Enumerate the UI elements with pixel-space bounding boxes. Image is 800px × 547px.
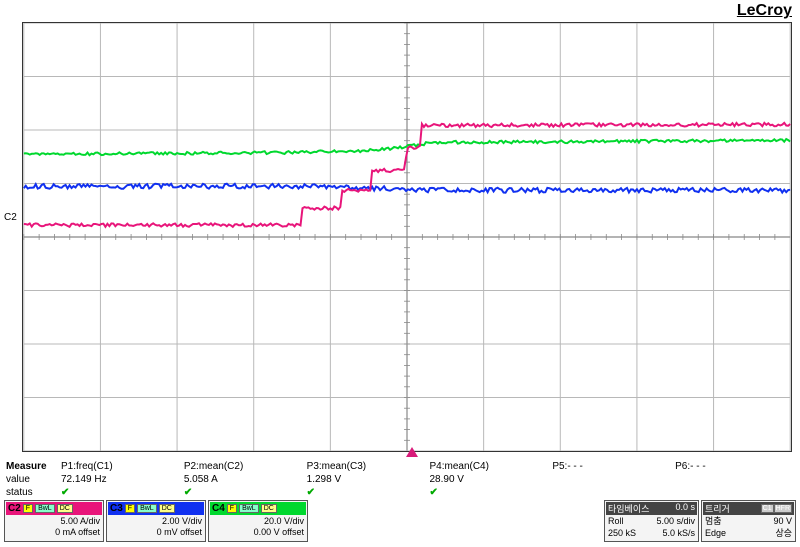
trigger-title: 트리거 [705,502,730,515]
brand-logo: LeCroy [737,2,792,20]
c4-label: C4 [212,503,225,514]
p4-value: 28.90 V [427,473,550,486]
p2-status: ✔ [182,486,305,499]
c3-offset: 0 mV offset [110,527,202,538]
timebase-mode: Roll [608,515,624,527]
p4-header: P4:mean(C4) [427,460,550,473]
p1-value: 72.149 Hz [59,473,182,486]
p2-header: P2:mean(C2) [182,460,305,473]
plot-svg [23,23,791,451]
p1-header: P1:freq(C1) [59,460,182,473]
trigger-slope: 상승 [775,527,792,539]
p3-header: P3:mean(C3) [305,460,428,473]
timebase-samples: 250 kS [608,527,636,539]
c3-label: C3 [110,503,123,514]
p6-header: P6:- - - [673,460,796,473]
p4-status: ✔ [427,486,550,499]
c2-scale: 5.00 A/div [8,516,100,527]
timebase-pos: 0.0 s [675,502,695,515]
waveform-plot [22,22,792,452]
bottom-bar: C2FBwLDC 5.00 A/div0 mA offset C3FBwLDC … [4,500,796,542]
channel-box-c4[interactable]: C4FBwLDC 20.0 V/div0.00 V offset [208,500,308,542]
p6-value [673,473,796,486]
p5-value [550,473,673,486]
trigger-marker-icon [406,447,418,457]
p1-status: ✔ [59,486,182,499]
c4-scale: 20.0 V/div [212,516,304,527]
timebase-rate: 5.0 kS/s [662,527,695,539]
channel-marker-c2: C2 [4,212,17,223]
channel-box-c3[interactable]: C3FBwLDC 2.00 V/div0 mV offset [106,500,206,542]
timebase-box[interactable]: 타임베이스 0.0 s Roll 5.00 s/div 250 kS 5.0 kS/s [604,500,699,542]
c3-scale: 2.00 V/div [110,516,202,527]
trigger-box[interactable]: 트리거C1HFR 멈춤90 V Edge상승 [701,500,796,542]
p2-value: 5.058 A [182,473,305,486]
p3-status: ✔ [305,486,428,499]
value-label: value [4,473,59,486]
trigger-level: 90 V [773,515,792,527]
measurement-table: Measure P1:freq(C1) P2:mean(C2) P3:mean(… [4,460,796,499]
measure-label: Measure [4,460,59,473]
c2-label: C2 [8,503,21,514]
c2-offset: 0 mA offset [8,527,100,538]
timebase-scale: 5.00 s/div [656,515,695,527]
p3-value: 1.298 V [305,473,428,486]
p5-header: P5:- - - [550,460,673,473]
trigger-type: Edge [705,527,726,539]
timebase-title: 타임베이스 [608,502,649,515]
status-label: status [4,486,59,499]
trigger-mode: 멈춤 [705,515,722,527]
channel-box-c2[interactable]: C2FBwLDC 5.00 A/div0 mA offset [4,500,104,542]
c4-offset: 0.00 V offset [212,527,304,538]
